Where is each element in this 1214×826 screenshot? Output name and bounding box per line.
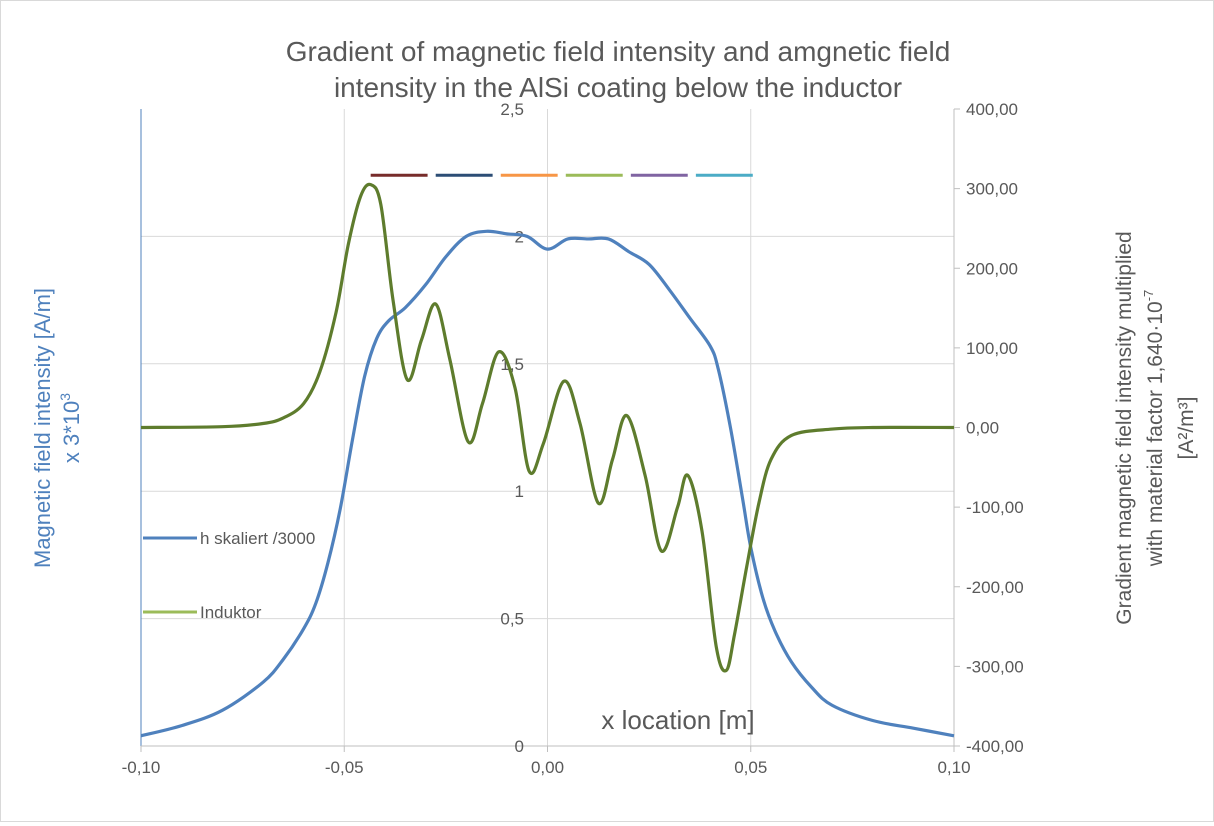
y-right-tick-label: 300,00 xyxy=(966,180,1018,199)
y-left-tick-label: 1 xyxy=(515,482,524,501)
y-right-label-line3: [A²/m³] xyxy=(1175,397,1198,460)
y-left-tick-label: 0,5 xyxy=(500,610,524,629)
x-axis-ticks: -0,10 -0,05 0,00 0,05 0,10 xyxy=(122,746,971,777)
x-tick-label: 0,05 xyxy=(734,758,767,777)
y-left-label-line1: Magnetic field intensity [A/m] xyxy=(30,288,55,568)
y-left-tick-label: 0 xyxy=(515,737,524,756)
legend-item-h: h skaliert /3000 xyxy=(143,529,315,548)
y-right-axis-label-3: [A²/m³] xyxy=(1175,397,1198,460)
y-right-tick-label: 100,00 xyxy=(966,339,1018,358)
y-right-tick-label: 0,00 xyxy=(966,419,999,438)
y-left-tick-label: 2 xyxy=(515,227,524,246)
legend-label-induktor: Induktor xyxy=(200,603,262,622)
y-left-tick-label: 2,5 xyxy=(500,100,524,119)
legend-label-h: h skaliert /3000 xyxy=(200,529,315,548)
x-tick-label: 0,10 xyxy=(937,758,970,777)
y-right-tick-label: -100,00 xyxy=(966,498,1024,517)
legend-item-induktor: Induktor xyxy=(143,603,262,622)
y-right-axis-ticks: -400,00 -300,00 -200,00 -100,00 0,00 100,00 20… xyxy=(954,100,1024,756)
chart-title-line1: Gradient of magnetic field intensity and… xyxy=(286,36,951,67)
chart-title-line2: intensity in the AlSi coating below the … xyxy=(334,72,902,103)
x-tick-label: -0,10 xyxy=(122,758,161,777)
y-left-axis-ticks: 00,511,522,5 xyxy=(500,100,524,756)
y-left-label-superscript: 3 xyxy=(57,393,73,401)
y-right-tick-label: -400,00 xyxy=(966,737,1024,756)
y-right-tick-label: -300,00 xyxy=(966,657,1024,676)
x-tick-label: 0,00 xyxy=(531,758,564,777)
series-line-h xyxy=(140,229,955,738)
y-right-axis-label: Gradient magnetic field intensity multip… xyxy=(1113,231,1136,624)
y-left-label-line2-text: x 3*10 xyxy=(59,401,84,463)
y-left-axis-label: Magnetic field intensity [A/m] xyxy=(30,288,55,568)
y-right-label-line2-text: with material factor 1,640·10 xyxy=(1144,301,1167,567)
y-right-axis-label-2: with material factor 1,640·10-7 xyxy=(1141,290,1167,568)
y-left-label-line2: x 3*103 xyxy=(57,393,84,463)
y-right-label-line1: Gradient magnetic field intensity multip… xyxy=(1113,231,1136,624)
y-right-tick-label: -200,00 xyxy=(966,578,1024,597)
y-right-label-line2: with material factor 1,640·10-7 xyxy=(1141,290,1167,568)
x-axis-label: x location [m] xyxy=(601,705,754,735)
series-lines xyxy=(140,182,955,738)
y-right-tick-label: 400,00 xyxy=(966,100,1018,119)
y-right-label-superscript: -7 xyxy=(1141,290,1156,302)
x-tick-label: -0,05 xyxy=(325,758,364,777)
y-left-axis-label-2: x 3*103 xyxy=(57,393,84,463)
y-right-tick-label: 200,00 xyxy=(966,259,1018,278)
series-line-induktor xyxy=(140,182,955,673)
legend: h skaliert /3000 Induktor xyxy=(143,529,315,622)
